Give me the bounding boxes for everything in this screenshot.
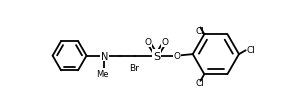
Text: Cl: Cl (195, 78, 204, 87)
Text: Me: Me (96, 69, 109, 78)
Text: O: O (161, 38, 168, 47)
Text: Cl: Cl (195, 27, 204, 36)
Text: O: O (145, 38, 152, 47)
Text: S: S (153, 51, 160, 61)
Text: N: N (100, 51, 108, 61)
Text: Cl: Cl (247, 46, 256, 55)
Text: Br: Br (129, 64, 139, 73)
Text: O: O (173, 52, 180, 61)
